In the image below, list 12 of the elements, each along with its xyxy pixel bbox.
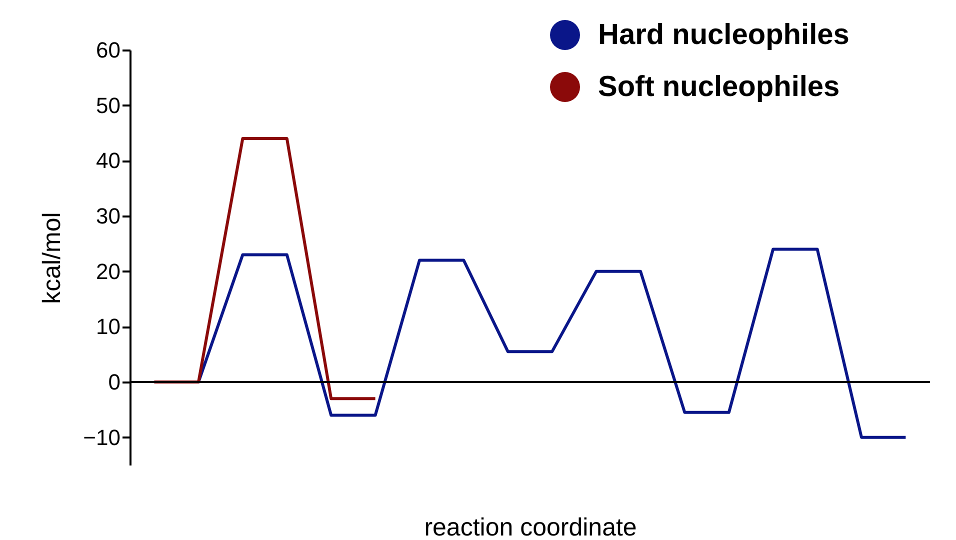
x-axis-title: reaction coordinate — [424, 514, 637, 540]
y-tick-label: 30 — [96, 204, 120, 228]
y-tick-label: 10 — [96, 314, 120, 340]
y-tick-label: 20 — [96, 258, 120, 284]
legend-label: Hard nucleophiles — [598, 19, 850, 51]
y-tick-label: 0 — [108, 370, 120, 394]
legend-label: Soft nucleophiles — [598, 71, 840, 103]
y-tick-label: 50 — [96, 92, 120, 118]
y-tick-label: −10 — [83, 424, 120, 450]
y-tick-label: 40 — [96, 148, 120, 174]
y-axis-title: kcal/mol — [38, 212, 66, 304]
y-tick-label: 60 — [96, 38, 120, 62]
